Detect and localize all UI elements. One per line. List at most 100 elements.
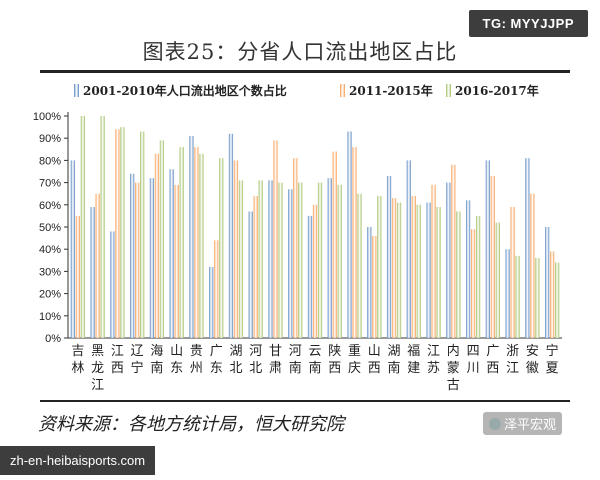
bar [233, 160, 239, 338]
x-tick-label: 内 [447, 343, 460, 359]
chart-title: 图表25：分省人口流出地区占比 [142, 40, 458, 64]
x-tick-label: 州 [190, 361, 203, 376]
x-tick-label: 江 [506, 361, 519, 376]
wechat-watermark: 泽平宏观 [483, 412, 563, 435]
x-tick-label: 夏 [546, 361, 559, 376]
bar [135, 182, 140, 338]
bar [530, 193, 535, 338]
x-tick-label: 四 [467, 344, 480, 359]
x-tick-label: 陕 [328, 344, 341, 359]
bar [273, 140, 278, 338]
bar [357, 193, 362, 338]
x-tick-label: 吉 [71, 344, 84, 359]
x-tick-label: 江 [111, 344, 124, 359]
y-tick-label: 50% [39, 222, 61, 234]
x-tick-label: 庆 [348, 361, 361, 376]
x-tick-label: 辽 [131, 344, 144, 359]
x-tick-label: 西 [328, 361, 341, 376]
legend-swatch [446, 84, 451, 97]
x-tick-label: 林 [71, 361, 84, 376]
bar [465, 200, 471, 338]
x-tick-label: 重 [348, 343, 361, 359]
bar [367, 227, 372, 338]
x-tick-label: 北 [229, 361, 242, 376]
bar [149, 178, 155, 338]
bar [337, 184, 342, 338]
y-tick-label: 90% [39, 133, 61, 145]
x-tick-label: 龙 [91, 361, 104, 376]
x-tick-label: 东 [170, 361, 183, 376]
bar [377, 195, 382, 338]
x-tick-label: 黑 [91, 344, 104, 359]
bar [214, 240, 219, 338]
x-tick-label: 江 [427, 344, 440, 359]
bar [253, 195, 258, 338]
wechat-icon [489, 418, 501, 430]
x-tick-label: 贵 [190, 344, 203, 359]
bar [159, 140, 165, 338]
bar [317, 182, 323, 338]
bar [238, 180, 244, 338]
bar [120, 127, 125, 338]
bar [456, 211, 461, 338]
y-tick-label: 30% [39, 266, 61, 278]
bar [555, 262, 560, 338]
source-note: 资料来源：各地方统计局，恒大研究院 [38, 414, 344, 435]
x-tick-label: 山 [170, 344, 183, 359]
x-tick-label: 河 [289, 344, 302, 359]
x-tick-label: 山 [368, 344, 381, 359]
y-tick-label: 20% [39, 289, 61, 301]
chart-legend: 2001-2010年人口流出地区个数占比 2011-2015年 2016-2017年 [74, 83, 539, 98]
bar [327, 178, 332, 338]
bar [426, 202, 431, 338]
bar [451, 164, 456, 338]
bar [396, 202, 402, 338]
bar [545, 227, 550, 338]
bar [154, 153, 160, 338]
bar [352, 147, 357, 338]
bar [75, 215, 80, 338]
bar [140, 131, 145, 338]
x-tick-label: 徽 [526, 361, 539, 376]
bar [228, 133, 234, 338]
bar [332, 151, 337, 338]
bar [475, 215, 481, 338]
bar [550, 251, 555, 338]
bar [70, 160, 75, 338]
wechat-name: 泽平宏观 [504, 418, 557, 433]
x-tick-label: 南 [150, 360, 163, 376]
bar [115, 129, 120, 338]
x-tick-label: 湖 [229, 344, 242, 359]
x-tick-label: 肃 [269, 361, 282, 376]
bar [199, 153, 204, 338]
x-tick-label: 古 [447, 378, 460, 393]
legend-swatch [340, 84, 345, 97]
bar [490, 175, 495, 338]
bar [391, 198, 397, 338]
bar [90, 207, 95, 338]
x-tick-label: 西 [486, 361, 499, 376]
bar [110, 231, 115, 338]
x-tick-label: 江 [91, 378, 104, 393]
bar [80, 116, 85, 338]
bar [436, 207, 441, 338]
x-tick-label: 湖 [388, 344, 401, 359]
x-tick-label: 西 [368, 361, 381, 376]
x-tick-label: 甘 [269, 344, 282, 359]
bar [510, 207, 515, 338]
bar [515, 255, 520, 338]
bar [100, 116, 105, 338]
x-tick-label: 苏 [427, 360, 440, 376]
x-tick-label: 北 [249, 361, 262, 376]
bar [525, 158, 530, 338]
chart-bars [70, 116, 560, 338]
x-tick-label: 南 [388, 360, 401, 376]
y-tick-label: 0% [45, 333, 61, 345]
bar [268, 180, 273, 338]
bar [535, 258, 540, 338]
x-tick-label: 建 [407, 361, 420, 376]
bar [219, 158, 224, 338]
bar [209, 266, 214, 338]
x-tick-label: 南 [289, 360, 302, 376]
